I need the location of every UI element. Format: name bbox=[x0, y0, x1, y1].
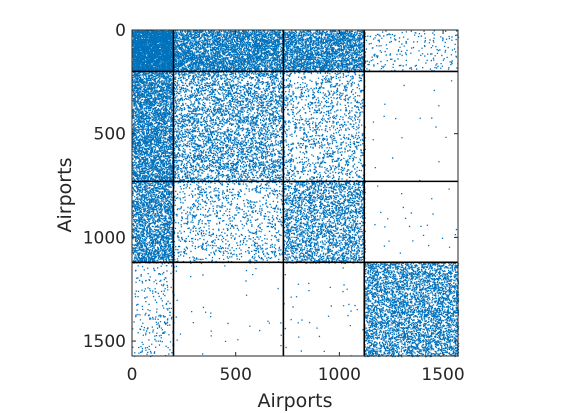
x-tick-label: 1500 bbox=[421, 365, 464, 385]
plot-area-frame bbox=[131, 29, 459, 357]
nonzero-markers bbox=[132, 30, 460, 358]
x-tick-label: 500 bbox=[219, 365, 251, 385]
y-tick-label: 0 bbox=[115, 21, 126, 41]
block-boundary-lines bbox=[132, 30, 458, 356]
y-tick-label: 1500 bbox=[83, 332, 126, 352]
x-tick-label: 0 bbox=[127, 365, 138, 385]
x-axis-label: Airports bbox=[258, 390, 333, 412]
y-tick-label: 1000 bbox=[83, 228, 126, 248]
nonzero-entries-layer bbox=[132, 30, 460, 358]
x-tick-label: 1000 bbox=[318, 365, 361, 385]
y-axis-label: Airports bbox=[54, 158, 76, 233]
y-tick-label: 500 bbox=[94, 125, 126, 145]
